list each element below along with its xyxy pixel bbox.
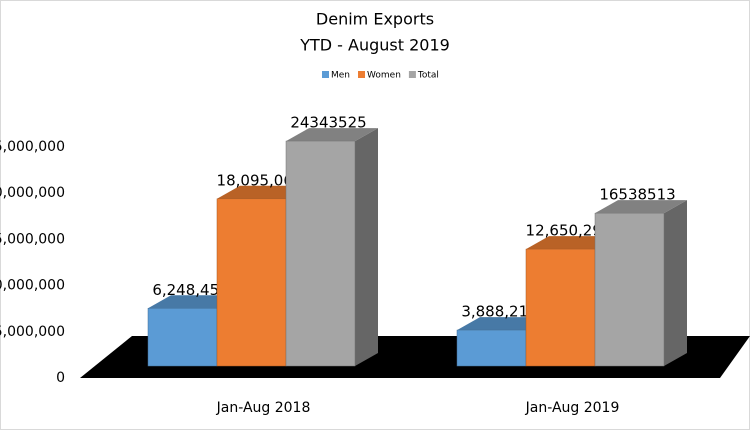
bar-front <box>285 140 356 367</box>
value-label: 6,248,458 <box>152 281 228 299</box>
value-label: 24343525 <box>290 114 366 132</box>
y-tick-label: 25,000,000 <box>0 139 65 155</box>
chart-title: Denim Exports <box>316 10 434 29</box>
y-tick-label: 20,000,000 <box>0 185 65 201</box>
bar-front <box>456 329 527 367</box>
legend-label: Total <box>417 71 439 81</box>
x-tick-label: Jan-Aug 2019 <box>525 400 620 416</box>
legend-label: Men <box>331 71 350 81</box>
bar-side <box>664 200 687 366</box>
value-label: 12,650,298 <box>526 222 612 240</box>
y-tick-label: 10,000,000 <box>0 278 65 294</box>
bar <box>594 200 687 367</box>
legend-swatch <box>322 71 329 78</box>
legend-swatch <box>408 71 416 78</box>
value-label: 3,888,215 <box>461 303 537 321</box>
chart-subtitle: YTD - August 2019 <box>299 36 450 55</box>
y-tick-label: 0 <box>56 370 65 386</box>
bar <box>285 128 378 367</box>
bar-front <box>594 212 665 367</box>
bar-top <box>595 200 687 214</box>
value-label: 16538513 <box>599 186 675 204</box>
bar-front <box>147 308 218 367</box>
bar-side <box>355 128 378 366</box>
bar-front <box>216 198 287 367</box>
legend-label: Women <box>367 71 401 81</box>
bar-top <box>286 128 378 142</box>
x-tick-label: Jan-Aug 2018 <box>216 400 311 416</box>
value-label: 18,095,067 <box>217 171 303 189</box>
bar-front <box>525 248 596 367</box>
legend-swatch <box>358 71 366 78</box>
y-tick-label: 15,000,000 <box>0 231 65 247</box>
y-tick-label: 5,000,000 <box>0 324 65 340</box>
